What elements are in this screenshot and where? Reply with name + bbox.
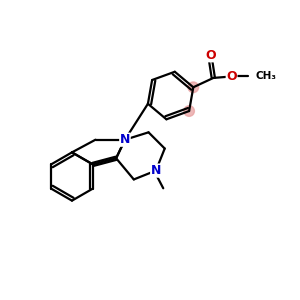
Text: N: N bbox=[120, 133, 130, 146]
Text: O: O bbox=[226, 70, 237, 83]
Circle shape bbox=[188, 82, 199, 93]
Text: CH₃: CH₃ bbox=[255, 71, 276, 82]
Circle shape bbox=[184, 106, 194, 116]
Text: O: O bbox=[205, 49, 216, 62]
Text: N: N bbox=[151, 164, 161, 177]
